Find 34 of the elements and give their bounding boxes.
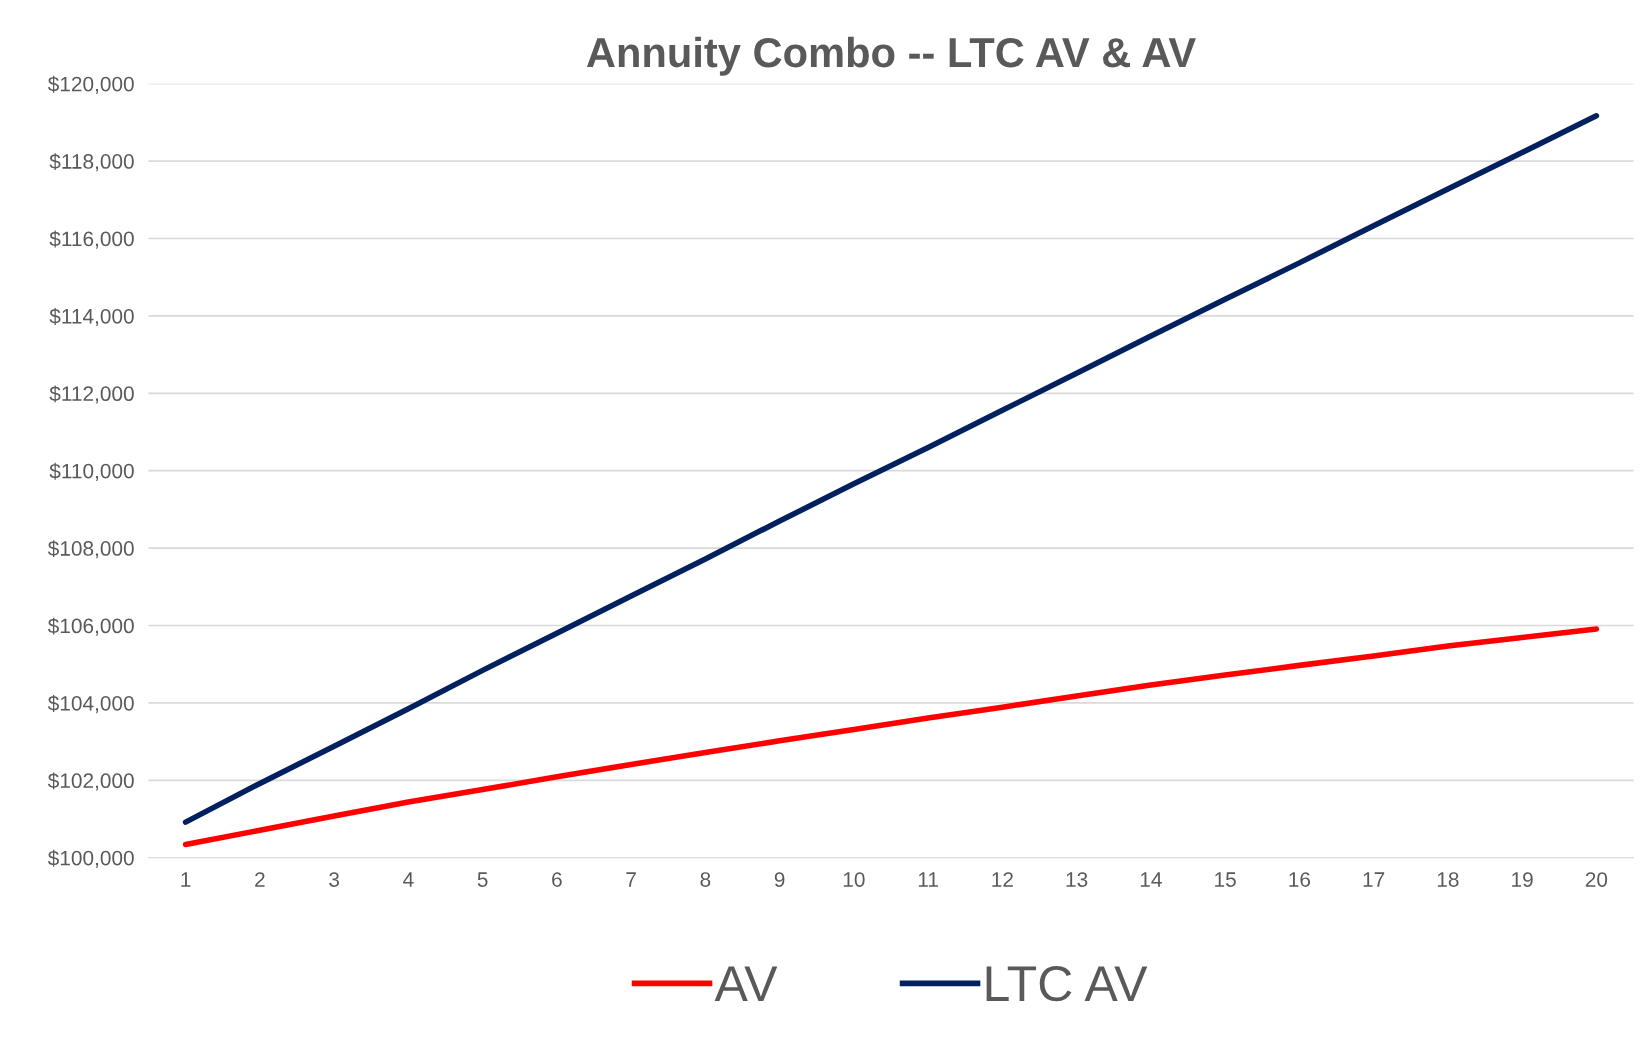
y-tick-label: $106,000 — [47, 617, 134, 636]
y-tick-label: $120,000 — [47, 75, 134, 94]
y-tick-label: $118,000 — [49, 153, 134, 172]
legend-label: LTC AV — [986, 965, 1148, 1002]
x-tick-label: 9 — [774, 872, 785, 887]
x-tick-label: 13 — [1066, 872, 1088, 887]
x-tick-label: 1 — [181, 872, 191, 887]
y-tick-label: $102,000 — [47, 772, 134, 791]
y-tick-label: $108,000 — [47, 540, 134, 559]
x-tick-label: 15 — [1215, 872, 1236, 887]
chart-title: Annuity Combo -- LTC AV & AV — [586, 36, 1196, 76]
x-tick-label: 17 — [1363, 872, 1385, 887]
legend-label: AV — [714, 966, 778, 1001]
x-tick-label: 10 — [843, 872, 865, 887]
x-tick-label: 18 — [1437, 872, 1459, 887]
x-tick-label: 7 — [626, 872, 636, 887]
x-tick-label: 14 — [1140, 872, 1162, 887]
x-tick-label: 6 — [552, 872, 562, 887]
x-tick-label: 3 — [329, 872, 339, 887]
y-tick-label: $100,000 — [47, 849, 134, 868]
y-tick-label: $116,000 — [49, 230, 134, 249]
x-tick-label: 20 — [1585, 872, 1608, 887]
x-tick-label: 4 — [403, 872, 414, 887]
x-tick-label: 8 — [700, 872, 711, 887]
x-tick-label: 16 — [1289, 872, 1311, 887]
y-tick-label: $110,000 — [49, 462, 134, 481]
x-tick-label: 2 — [255, 872, 265, 887]
x-tick-label: 11 — [918, 872, 938, 887]
y-tick-label: $112,000 — [49, 385, 134, 404]
x-tick-label: 12 — [992, 872, 1013, 887]
y-tick-label: $114,000 — [49, 308, 134, 327]
y-tick-label: $104,000 — [47, 695, 134, 714]
x-tick-label: 5 — [477, 872, 488, 887]
x-tick-label: 19 — [1512, 872, 1533, 887]
